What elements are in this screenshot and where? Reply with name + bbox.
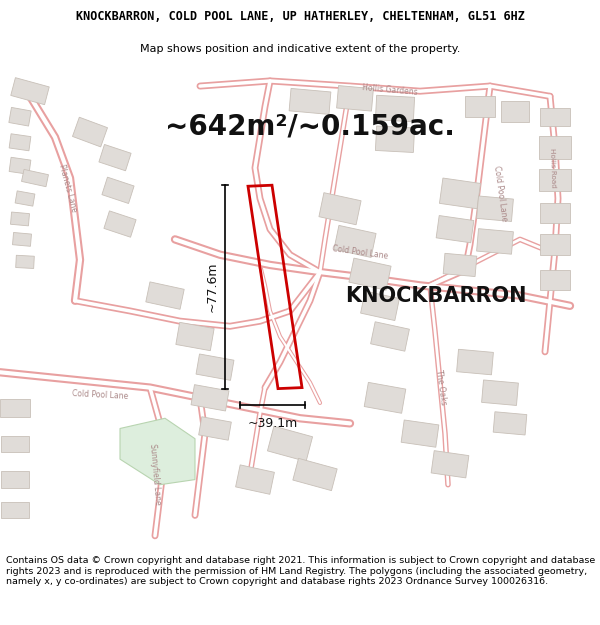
Polygon shape <box>22 169 49 187</box>
Polygon shape <box>196 354 234 381</box>
Polygon shape <box>120 418 195 485</box>
Polygon shape <box>236 465 274 494</box>
Text: Contains OS data © Crown copyright and database right 2021. This information is : Contains OS data © Crown copyright and d… <box>6 556 595 586</box>
Polygon shape <box>482 380 518 406</box>
Polygon shape <box>9 107 31 126</box>
Polygon shape <box>376 126 415 152</box>
Polygon shape <box>401 420 439 447</box>
Text: Hollis Gardens: Hollis Gardens <box>362 83 418 97</box>
Polygon shape <box>99 144 131 171</box>
Text: Planets Lane: Planets Lane <box>57 163 79 213</box>
Polygon shape <box>104 211 136 238</box>
Polygon shape <box>439 178 481 209</box>
Text: ~642m²/~0.159ac.: ~642m²/~0.159ac. <box>165 113 455 141</box>
Polygon shape <box>334 226 376 258</box>
Polygon shape <box>337 86 373 111</box>
Polygon shape <box>539 169 571 191</box>
Polygon shape <box>16 255 34 269</box>
Text: Map shows position and indicative extent of the property.: Map shows position and indicative extent… <box>140 44 460 54</box>
Text: ~77.6m: ~77.6m <box>206 262 219 312</box>
Polygon shape <box>539 136 571 159</box>
Polygon shape <box>540 234 570 255</box>
Polygon shape <box>1 502 29 518</box>
Polygon shape <box>9 158 31 174</box>
Polygon shape <box>361 291 400 321</box>
Polygon shape <box>364 382 406 413</box>
Polygon shape <box>268 426 313 461</box>
Text: ~39.1m: ~39.1m <box>247 418 298 430</box>
Polygon shape <box>501 101 529 122</box>
Polygon shape <box>1 471 29 488</box>
Polygon shape <box>465 96 495 117</box>
Polygon shape <box>191 384 229 411</box>
Polygon shape <box>540 270 570 291</box>
Polygon shape <box>293 458 337 491</box>
Text: Cold Pool Lane: Cold Pool Lane <box>332 244 388 261</box>
Polygon shape <box>199 417 232 440</box>
Text: Cold Pool Lane: Cold Pool Lane <box>72 389 128 401</box>
Polygon shape <box>540 202 570 223</box>
Polygon shape <box>476 229 514 254</box>
Polygon shape <box>289 88 331 114</box>
Polygon shape <box>431 451 469 478</box>
Text: KNOCKBARRON, COLD POOL LANE, UP HATHERLEY, CHELTENHAM, GL51 6HZ: KNOCKBARRON, COLD POOL LANE, UP HATHERLE… <box>76 10 524 23</box>
Text: KNOCKBARRON: KNOCKBARRON <box>345 286 527 306</box>
Polygon shape <box>11 212 29 226</box>
Polygon shape <box>436 216 474 242</box>
Polygon shape <box>9 134 31 151</box>
Polygon shape <box>0 399 30 418</box>
Polygon shape <box>349 258 391 290</box>
Polygon shape <box>73 118 107 147</box>
Polygon shape <box>319 192 361 225</box>
Polygon shape <box>376 95 415 122</box>
Polygon shape <box>11 78 49 105</box>
Polygon shape <box>1 436 29 452</box>
Polygon shape <box>371 322 409 351</box>
Text: Cold Pool Lane: Cold Pool Lane <box>491 165 508 222</box>
Polygon shape <box>146 282 184 309</box>
Polygon shape <box>443 253 477 276</box>
Polygon shape <box>457 349 493 375</box>
Text: The Oaks: The Oaks <box>434 369 448 406</box>
Polygon shape <box>540 107 570 126</box>
Polygon shape <box>13 232 31 246</box>
Text: Sunnyfield Lane: Sunnyfield Lane <box>148 444 162 506</box>
Polygon shape <box>15 191 35 206</box>
Polygon shape <box>176 322 214 351</box>
Polygon shape <box>476 196 514 221</box>
Polygon shape <box>493 412 527 435</box>
Text: Hollis Road: Hollis Road <box>550 148 557 188</box>
Polygon shape <box>102 177 134 204</box>
